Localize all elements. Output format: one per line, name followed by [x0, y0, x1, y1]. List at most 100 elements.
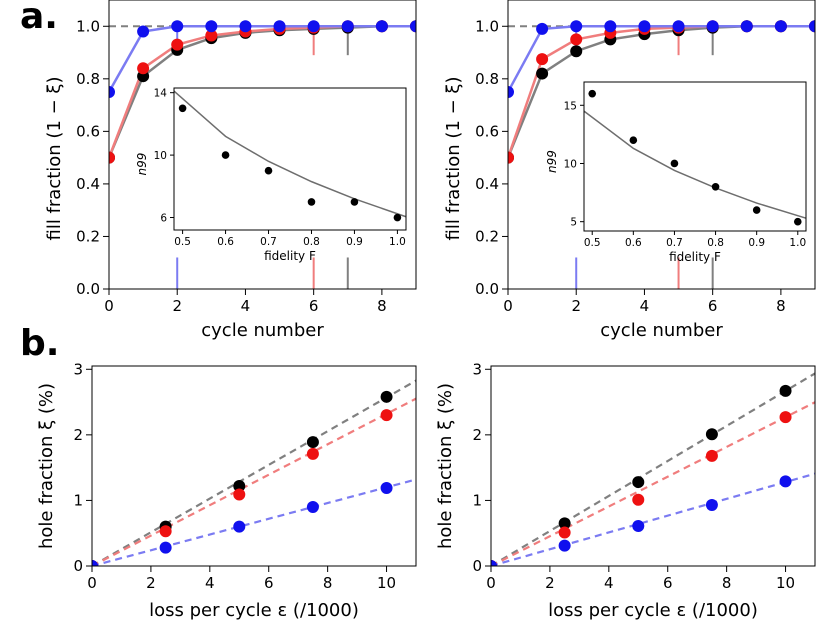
data-point-blue	[306, 500, 319, 513]
data-point-blue	[638, 20, 651, 33]
data-point-red	[137, 62, 150, 75]
x-tick-label: 1.0	[389, 236, 406, 248]
x-tick-label: 4	[205, 574, 215, 592]
data-point-red	[171, 38, 184, 51]
inset-fit-curve	[173, 90, 407, 218]
x-axis-label: loss per cycle ε (/1000)	[548, 600, 758, 621]
data-point-blue	[410, 20, 416, 33]
fit-line-black	[92, 379, 416, 566]
chart-a-left: 0 2 4 6 8 0.0 0.2 0.4 0.6 0.8 1.0 cycle number fill …	[44, 0, 417, 341]
data-point-red	[159, 525, 172, 538]
data-point-red	[570, 33, 583, 46]
x-tick-label: 0.6	[217, 236, 234, 248]
data-point-blue	[380, 481, 393, 494]
y-tick-label: 0.4	[475, 175, 499, 193]
data-point-red	[536, 53, 549, 66]
x-axis-label: cycle number	[600, 320, 723, 341]
x-axis-label: loss per cycle ε (/1000)	[149, 600, 359, 621]
y-tick-label: 14	[154, 88, 168, 100]
inset-x-axis-label: fidelity F	[669, 250, 721, 264]
x-tick-label: 6	[264, 574, 274, 592]
x-tick-label: 6	[309, 297, 319, 315]
plot-frame	[490, 365, 816, 567]
data-point-blue	[672, 20, 685, 33]
x-tick-label: 4	[604, 574, 614, 592]
y-axis-label: fill fraction (1 − ξ)	[443, 77, 464, 241]
y-tick-label: 0.6	[475, 122, 499, 140]
data-point-blue	[92, 560, 98, 566]
y-axis-label: hole fraction ξ (%)	[435, 383, 456, 549]
y-tick-label: 0.2	[475, 227, 499, 245]
x-axis-label: cycle number	[201, 320, 324, 341]
x-tick-label: 2	[146, 574, 156, 592]
inset-data-point	[670, 159, 679, 168]
y-tick-label: 0	[472, 557, 482, 575]
data-point-red	[632, 493, 645, 506]
y-tick-label: 2	[472, 426, 482, 444]
inset-data-point	[629, 136, 638, 145]
chart-b-right: 0 2 4 6 8 10 0 1 2 3 loss per cycle ε (/1000) hole …	[435, 360, 816, 621]
panel-label-a: a.	[20, 0, 58, 37]
data-point-blue	[740, 20, 753, 33]
x-tick-label: 8	[323, 574, 333, 592]
data-point-blue	[233, 520, 246, 533]
series-line-blue	[508, 25, 815, 93]
data-point-black	[558, 517, 571, 530]
data-point-blue	[491, 560, 497, 566]
y-tick-label: 0	[73, 557, 83, 575]
y-tick-label: 0.8	[475, 70, 499, 88]
x-tick-label: 8	[776, 297, 786, 315]
y-tick-label: 15	[564, 100, 577, 112]
fit-line-blue	[92, 478, 416, 566]
plot-frame	[108, 0, 417, 290]
x-tick-label: 0.5	[174, 236, 191, 248]
data-point-red	[109, 151, 115, 164]
data-point-blue	[159, 541, 172, 554]
data-point-red	[380, 409, 393, 422]
data-point-blue	[779, 475, 792, 488]
y-tick-label: 3	[472, 360, 482, 378]
data-point-blue	[239, 20, 252, 33]
y-axis-label: fill fraction (1 − ξ)	[44, 77, 65, 241]
data-point-blue	[273, 20, 286, 33]
x-tick-label: 2	[172, 297, 182, 315]
data-point-blue	[706, 20, 719, 33]
inset-data-point	[221, 151, 230, 159]
plot-area	[508, 20, 815, 289]
inset-x-axis-label: fidelity F	[264, 249, 316, 263]
inset-data-point	[307, 198, 316, 206]
data-point-blue	[307, 20, 320, 33]
fit-line-black	[491, 372, 815, 566]
chart-b-left: 0 2 4 6 8 10 0 1 2 3 loss per cycle ε (/1000) hole …	[36, 360, 417, 621]
plot-frame	[173, 87, 407, 231]
x-tick-label: 0.5	[584, 237, 601, 249]
fit-line-red	[491, 401, 815, 566]
y-tick-label: 10	[154, 150, 167, 162]
y-tick-label: 3	[73, 360, 83, 378]
data-point-blue	[109, 85, 115, 98]
data-point-black	[233, 480, 246, 492]
y-tick-label: 1	[73, 491, 83, 509]
x-tick-label: 8	[722, 574, 732, 592]
x-tick-label: 0	[104, 297, 114, 315]
plot-frame	[583, 81, 807, 232]
data-point-black	[705, 428, 718, 441]
y-tick-label: 0.8	[76, 70, 100, 88]
data-point-black	[536, 67, 549, 80]
fit-line-red	[92, 397, 416, 566]
data-point-black	[632, 476, 645, 489]
inset-y-axis-label: n99	[135, 153, 149, 176]
data-point-blue	[536, 22, 549, 35]
inset-chart: 0.5 0.6 0.7 0.8 0.9 1.0 6 10 14 fidelity F n99	[135, 87, 407, 263]
plot-frame	[507, 0, 816, 290]
x-tick-label: 0.8	[303, 236, 320, 248]
data-point-blue	[604, 20, 617, 33]
data-point-blue	[137, 25, 150, 38]
data-point-red	[508, 151, 514, 164]
y-tick-label: 1	[472, 491, 482, 509]
y-axis-label: hole fraction ξ (%)	[36, 383, 57, 549]
x-tick-label: 0.7	[260, 236, 277, 248]
x-tick-label: 0	[503, 297, 513, 315]
data-point-blue	[558, 539, 571, 552]
x-tick-label: 10	[377, 574, 396, 592]
